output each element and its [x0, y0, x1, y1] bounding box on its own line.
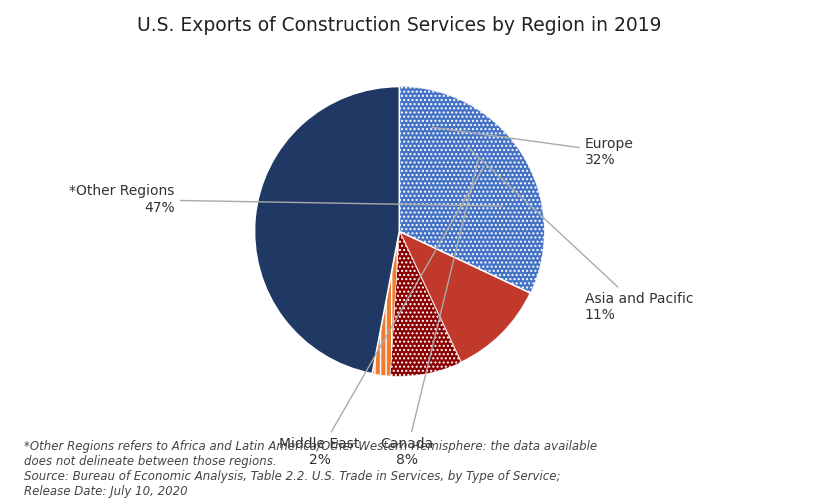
Wedge shape [372, 231, 399, 376]
Wedge shape [254, 87, 399, 374]
Title: U.S. Exports of Construction Services by Region in 2019: U.S. Exports of Construction Services by… [137, 16, 662, 35]
Wedge shape [390, 231, 461, 376]
Text: Asia and Pacific
11%: Asia and Pacific 11% [468, 147, 694, 322]
Wedge shape [399, 231, 531, 363]
Text: *Other Regions
47%: *Other Regions 47% [69, 185, 502, 215]
Text: Europe
32%: Europe 32% [432, 127, 633, 167]
Wedge shape [399, 87, 544, 293]
Text: Canada
8%: Canada 8% [380, 160, 478, 467]
Text: *Other Regions refers to Africa and Latin America/Other Western Hemisphere: the : *Other Regions refers to Africa and Lati… [24, 440, 597, 498]
Text: Middle East
2%: Middle East 2% [280, 167, 483, 467]
